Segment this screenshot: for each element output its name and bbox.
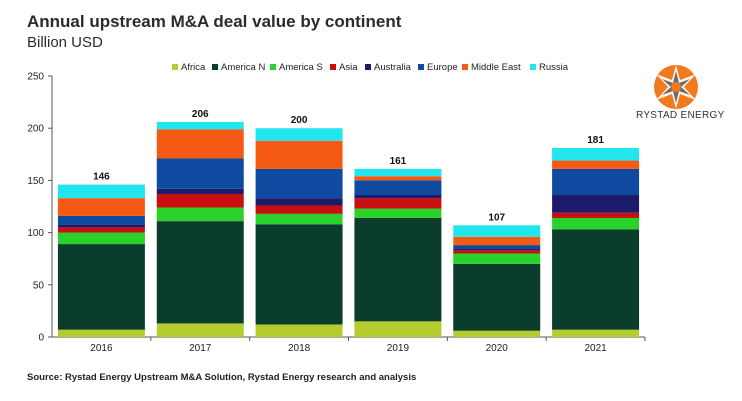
bar-segment-america-s xyxy=(156,207,244,222)
bar-segment-russia xyxy=(453,225,541,237)
legend-swatch xyxy=(365,64,371,70)
bar-segment-europe xyxy=(156,158,244,189)
legend-swatch xyxy=(530,64,536,70)
bar-segment-middle-east xyxy=(552,160,640,169)
x-tick-label: 2018 xyxy=(288,343,311,354)
bar-total-label: 206 xyxy=(192,109,209,120)
bar-segment-america-n xyxy=(354,217,442,322)
legend-item-label: Asia xyxy=(339,62,358,73)
bar-segment-america-n xyxy=(552,229,640,330)
chart-subtitle: Billion USD xyxy=(27,34,103,51)
logo-text: RYSTAD ENERGY xyxy=(636,110,725,121)
bar-segment-russia xyxy=(156,121,244,130)
bar-segment-america-s xyxy=(453,253,541,264)
bar-segment-europe xyxy=(57,215,145,225)
y-tick-label: 50 xyxy=(33,280,45,291)
bar-segment-europe xyxy=(453,245,541,249)
bar-segment-america-s xyxy=(57,232,145,245)
bar-segment-europe xyxy=(552,168,640,196)
legend-item-label: Europe xyxy=(427,62,458,73)
bar-total-label: 181 xyxy=(587,135,604,146)
bar-segment-america-s xyxy=(552,217,640,230)
rystad-logo-icon xyxy=(654,65,698,109)
bar-segment-africa xyxy=(552,329,640,337)
bar-segment-middle-east xyxy=(453,236,541,246)
x-tick-label: 2020 xyxy=(486,343,509,354)
bar-segment-asia xyxy=(354,198,442,209)
y-tick-label: 100 xyxy=(27,228,44,239)
bar-segment-america-s xyxy=(354,208,442,218)
bar-segment-middle-east xyxy=(354,176,442,181)
bar-segment-australia xyxy=(57,224,145,228)
x-tick-label: 2017 xyxy=(189,343,212,354)
bar-segment-africa xyxy=(453,330,541,337)
bar-segment-america-s xyxy=(255,213,343,225)
bar-total-label: 200 xyxy=(291,115,308,126)
legend-item-label: Australia xyxy=(374,62,412,73)
bar-segment-australia xyxy=(255,198,343,206)
bar-segment-africa xyxy=(255,324,343,337)
legend-swatch xyxy=(270,64,276,70)
bar-segment-asia xyxy=(57,227,145,233)
legend-swatch xyxy=(462,64,468,70)
bar-segment-australia xyxy=(156,188,244,194)
bar-segment-asia xyxy=(156,193,244,208)
bar-segment-middle-east xyxy=(255,140,343,169)
y-tick-label: 150 xyxy=(27,176,44,187)
bar-segment-middle-east xyxy=(156,129,244,159)
bar-total-label: 107 xyxy=(488,212,505,223)
legend-swatch xyxy=(212,64,218,70)
bar-segment-america-n xyxy=(156,221,244,324)
y-tick-label: 200 xyxy=(27,124,44,135)
y-tick-label: 250 xyxy=(27,72,44,83)
bar-segment-america-n xyxy=(255,224,343,325)
legend-item-label: America N xyxy=(221,62,265,73)
y-tick-label: 0 xyxy=(38,333,44,344)
bar-segment-europe xyxy=(255,168,343,199)
legend-item-label: Russia xyxy=(539,62,569,73)
chart-title: Annual upstream M&A deal value by contin… xyxy=(27,12,402,31)
bar-segment-russia xyxy=(552,148,640,161)
legend-item-label: Middle East xyxy=(471,62,521,73)
bar-segment-russia xyxy=(255,128,343,141)
bar-total-label: 161 xyxy=(390,156,407,167)
legend-item-label: Africa xyxy=(181,62,206,73)
bar-segment-asia xyxy=(453,250,541,254)
bar-segment-europe xyxy=(354,180,442,196)
x-tick-label: 2021 xyxy=(584,343,607,354)
bar-segment-middle-east xyxy=(57,198,145,216)
bar-segment-africa xyxy=(354,321,442,337)
legend-item-label: America S xyxy=(279,62,323,73)
legend-swatch xyxy=(330,64,336,70)
bar-segment-russia xyxy=(354,168,442,177)
bar-segment-america-n xyxy=(57,244,145,330)
bar-total-label: 146 xyxy=(93,172,110,183)
bar-segment-africa xyxy=(156,323,244,337)
x-tick-label: 2016 xyxy=(90,343,113,354)
bar-segment-australia xyxy=(453,248,541,251)
bar-segment-asia xyxy=(552,212,640,218)
bar-segment-australia xyxy=(552,195,640,213)
bar-segment-russia xyxy=(57,184,145,199)
legend-swatch xyxy=(418,64,424,70)
bar-segment-asia xyxy=(255,205,343,214)
x-tick-label: 2019 xyxy=(387,343,410,354)
bar-segment-africa xyxy=(57,329,145,337)
bar-segment-australia xyxy=(354,195,442,199)
legend-swatch xyxy=(172,64,178,70)
source-note: Source: Rystad Energy Upstream M&A Solut… xyxy=(27,372,417,383)
bar-segment-america-n xyxy=(453,263,541,331)
